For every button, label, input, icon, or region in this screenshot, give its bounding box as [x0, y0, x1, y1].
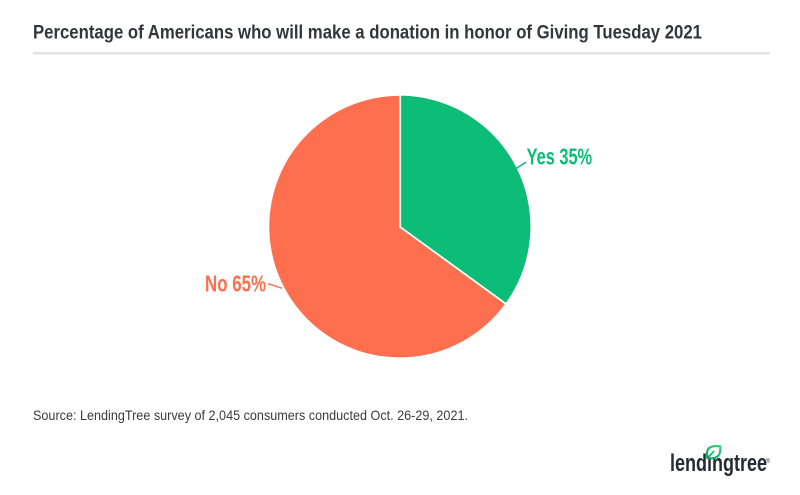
svg-text:®: ®: [766, 458, 771, 465]
svg-text:No 65%: No 65%: [205, 271, 266, 297]
svg-text:Source: LendingTree survey of: Source: LendingTree survey of 2,045 cons…: [33, 407, 468, 423]
svg-text:Yes 35%: Yes 35%: [527, 144, 593, 170]
svg-text:Percentage of Americans who wi: Percentage of Americans who will make a …: [33, 22, 702, 44]
